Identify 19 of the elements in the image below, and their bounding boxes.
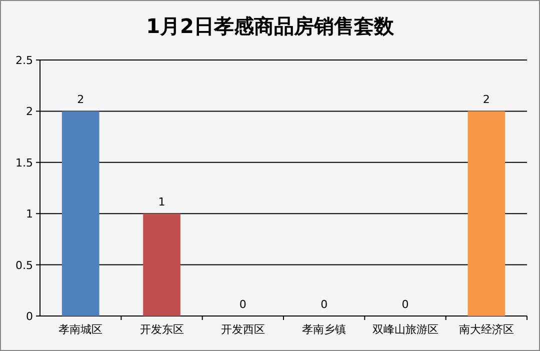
y-tick-label: 0	[26, 310, 33, 323]
x-tick-label: 南大经济区	[458, 323, 514, 336]
chart-title: 1月2日孝感商品房销售套数	[146, 14, 395, 38]
x-tick-label: 开发东区	[140, 323, 184, 336]
data-label: 0	[239, 298, 246, 311]
y-tick-label: 2.5	[16, 54, 33, 67]
data-label: 1	[158, 196, 166, 209]
x-tick-label: 孝南乡镇	[302, 323, 346, 336]
data-label: 2	[482, 93, 490, 106]
y-tick-label: 1	[26, 208, 33, 221]
data-label: 2	[77, 93, 84, 106]
y-tick-label: 0.5	[16, 258, 33, 272]
y-tick-label: 2	[26, 105, 33, 118]
x-tick-label: 双峰山旅游区	[372, 323, 438, 336]
y-tick-label: 1.5	[16, 156, 33, 170]
data-label: 0	[320, 298, 328, 311]
data-label: 0	[402, 298, 409, 311]
x-tick-label: 开发西区	[220, 323, 265, 336]
x-tick-label: 孝南城区	[58, 323, 103, 336]
